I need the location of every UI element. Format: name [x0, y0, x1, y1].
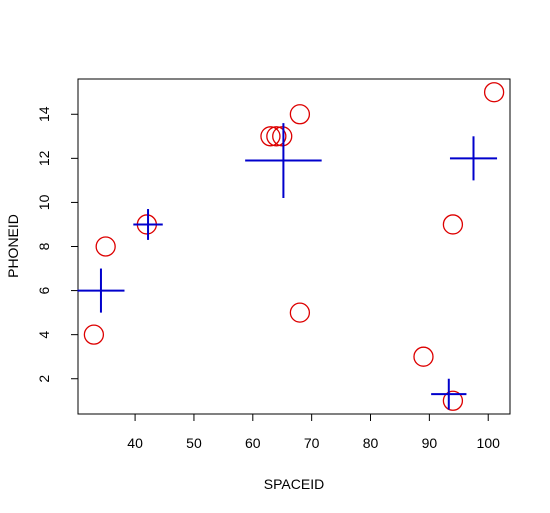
x-axis-label: SPACEID	[264, 476, 324, 492]
x-tick-label: 80	[363, 435, 379, 451]
data-point-circle	[442, 390, 464, 411]
x-tick-label: 60	[245, 435, 261, 451]
plot-frame	[77, 78, 511, 415]
data-point-cross	[245, 123, 322, 199]
y-tick-label: 4	[36, 331, 52, 339]
data-point-cross	[133, 209, 163, 240]
x-tick-label: 90	[422, 435, 438, 451]
x-tick-label: 50	[186, 435, 202, 451]
x-tick-label: 100	[477, 435, 501, 451]
data-point-circle	[83, 324, 105, 345]
data-point-circle	[95, 236, 116, 257]
data-point-circle	[442, 214, 464, 235]
y-tick-label: 8	[36, 242, 52, 250]
y-axis-label: PHONEID	[5, 214, 21, 278]
data-point-cross	[77, 268, 125, 313]
data-point-circle	[289, 104, 311, 125]
data-point-cross	[431, 378, 467, 410]
x-tick-label: 70	[304, 435, 320, 451]
y-tick-label: 6	[36, 286, 52, 294]
data-point-circle	[483, 82, 505, 103]
y-tick-label: 2	[36, 375, 52, 383]
data-point-cross	[449, 136, 498, 181]
data-point-circle	[266, 126, 287, 147]
y-tick-label: 12	[36, 150, 52, 166]
y-tick-label: 10	[36, 194, 52, 210]
data-point-circle	[289, 302, 311, 323]
plot-marks	[77, 82, 505, 411]
data-point-circle	[413, 346, 434, 367]
y-tick-label: 14	[36, 106, 52, 122]
y-axis: 2 4 6 8 10 12 14	[36, 106, 79, 383]
data-point-circle	[260, 126, 281, 147]
x-axis: 40 50 60 70 80 90 100	[127, 413, 501, 451]
x-tick-label: 40	[127, 435, 143, 451]
data-point-circle	[272, 126, 293, 147]
